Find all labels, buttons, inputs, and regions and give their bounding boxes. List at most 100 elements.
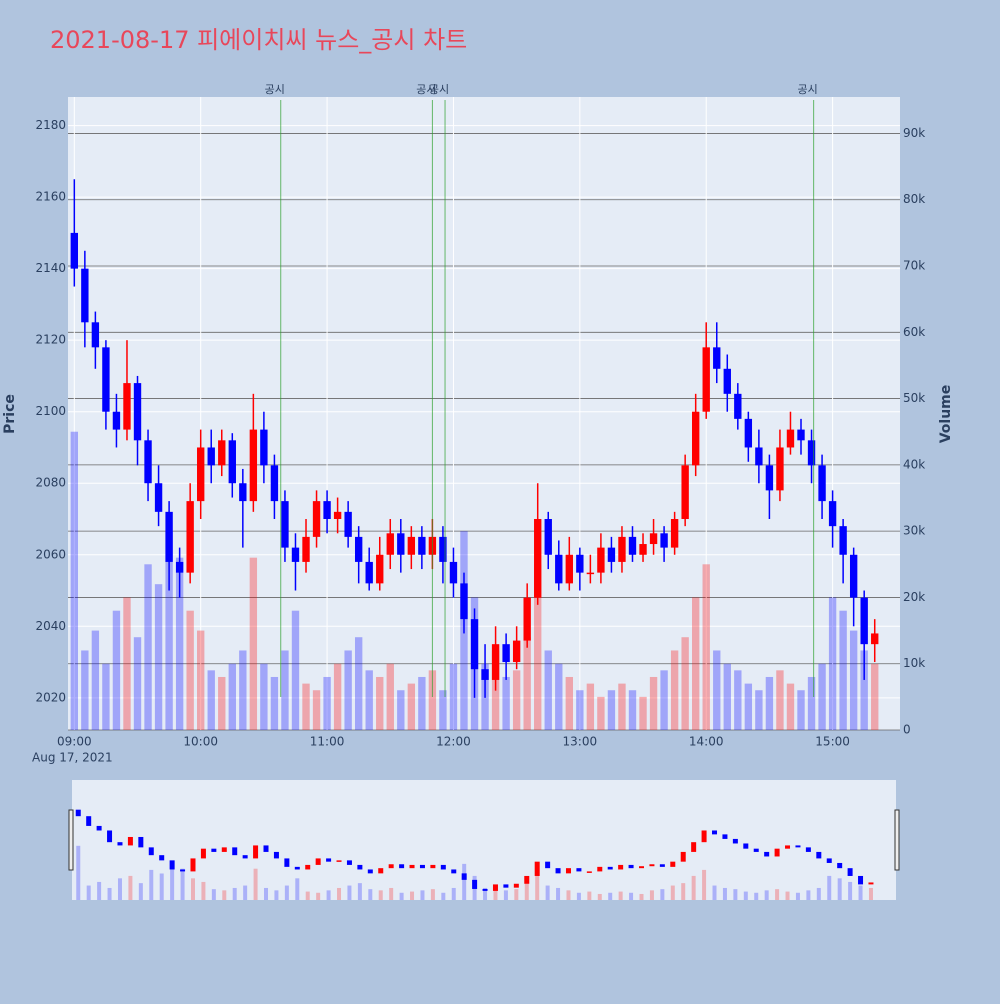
mini-volume-bar [86, 885, 91, 900]
volume-bar [228, 663, 236, 730]
mini-candle [253, 845, 259, 859]
candle-body [565, 554, 573, 584]
volume-bar [786, 683, 795, 730]
candle-body [81, 268, 89, 323]
mini-candle [96, 825, 102, 831]
candle-body [744, 418, 753, 448]
candle-body [270, 465, 279, 502]
mini-candle [127, 836, 133, 846]
mini-volume-bar [837, 878, 842, 900]
candle-body [734, 393, 742, 419]
mini-candle [670, 861, 676, 867]
candle-body [534, 519, 542, 598]
candle-body [407, 536, 416, 555]
mini-candle [430, 864, 436, 869]
candle-body [828, 501, 837, 527]
mini-candle [691, 842, 697, 852]
mini-volume-bar [399, 892, 404, 900]
candle-body [323, 501, 331, 519]
mini-candle [190, 858, 196, 872]
mini-candle [826, 858, 832, 863]
volume-bar [312, 690, 321, 730]
y-tick-label: 2160 [35, 190, 66, 204]
volume-bar [428, 670, 437, 730]
y-tick-label: 2100 [35, 404, 66, 418]
candle-body [239, 483, 247, 502]
candle-body [491, 644, 500, 680]
candle-body [312, 501, 321, 537]
mini-volume-bar [702, 869, 707, 900]
candle-body [249, 429, 258, 502]
volume-bar [154, 584, 163, 730]
candle-body [555, 554, 563, 584]
mini-candle [482, 888, 488, 891]
volume-bar [555, 663, 563, 730]
mini-candle [618, 864, 624, 870]
candle-body [660, 533, 668, 548]
mini-volume-bar [556, 887, 561, 900]
volume-bar [744, 683, 753, 730]
volume-bar [112, 610, 121, 730]
mini-candle [795, 845, 801, 848]
volume-bar [586, 683, 595, 730]
mini-volume-bar [420, 890, 425, 900]
mini-candle [732, 838, 738, 844]
mini-candle [743, 843, 749, 849]
mini-candle [816, 851, 822, 859]
candle-body [502, 644, 510, 663]
candle-body [649, 533, 658, 545]
volume-bar [713, 650, 721, 730]
mini-volume-bar [618, 891, 623, 900]
volume-bar [597, 696, 605, 730]
range-slider[interactable] [72, 780, 896, 900]
volume-bar [354, 637, 363, 730]
volume-bar [133, 637, 142, 730]
mini-volume-bar [97, 881, 102, 900]
volume-bar [523, 637, 531, 730]
volume-bar [144, 564, 152, 730]
mini-volume-bar [201, 881, 206, 900]
volume-bar [765, 676, 774, 730]
mini-candle [148, 847, 154, 856]
candle-body [460, 583, 468, 620]
mini-candle [805, 847, 811, 852]
mini-candle [263, 845, 269, 852]
volume-bar [449, 663, 458, 730]
mini-volume-bar [462, 863, 467, 900]
mini-candle [284, 858, 290, 867]
volume-bar [660, 670, 668, 730]
volume-bar [512, 670, 521, 730]
mini-candle [576, 868, 582, 872]
candle-body [228, 440, 236, 484]
mini-candle [451, 869, 457, 874]
mini-candle [555, 868, 561, 874]
candle-body [449, 561, 458, 584]
x-tick-label: 13:00 [563, 735, 598, 749]
candle-body [133, 383, 142, 441]
mini-candle [712, 830, 718, 835]
mini-candle [294, 866, 300, 870]
candle-body [512, 640, 521, 663]
mini-candle [492, 884, 498, 891]
mini-candle [399, 864, 405, 869]
y2-axis-title: Volume [938, 385, 954, 444]
volume-bar [818, 663, 826, 730]
mini-candle [159, 855, 165, 861]
mini-candle [503, 884, 509, 888]
mini-volume-bar [117, 878, 122, 900]
slider-handle[interactable] [894, 809, 900, 871]
candle-body [849, 554, 858, 598]
mini-candle [419, 864, 425, 869]
mini-candle [138, 836, 144, 848]
volume-bar [534, 564, 542, 730]
mini-candle [273, 851, 279, 859]
mini-candle [847, 868, 853, 876]
slider-handle[interactable] [68, 809, 74, 871]
mini-volume-bar [211, 889, 216, 900]
mini-candle [305, 864, 311, 870]
mini-volume-bar [138, 883, 143, 900]
event-label: 공시 [416, 83, 436, 96]
event-label: 공시 [265, 83, 285, 96]
x-date-label: Aug 17, 2021 [32, 751, 113, 765]
mini-volume-bar [754, 892, 759, 900]
